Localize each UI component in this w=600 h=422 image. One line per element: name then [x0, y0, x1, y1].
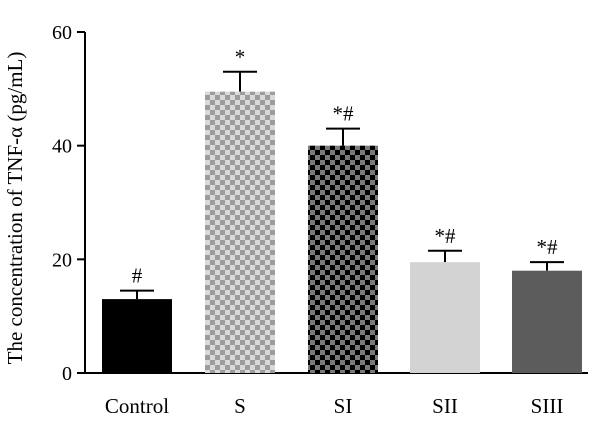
x-tick-label-si: SI: [334, 394, 353, 418]
significance-label-siii: *#: [537, 235, 559, 259]
y-tick-label-40: 40: [52, 136, 72, 158]
significance-label-sii: *#: [435, 224, 457, 248]
y-axis: 0 20 40 60: [52, 22, 86, 385]
bars: # * *# *# *#: [102, 45, 582, 374]
significance-label-s: *: [235, 45, 246, 69]
y-tick-label-0: 0: [62, 363, 72, 385]
x-axis: Control S SI SII SIII: [85, 372, 588, 418]
significance-label-si: *#: [333, 102, 355, 126]
y-tick-label-60: 60: [52, 22, 72, 44]
bar-si: [308, 145, 378, 373]
bar-control: [102, 299, 172, 373]
significance-label-control: #: [132, 264, 143, 288]
y-tick-label-20: 20: [52, 249, 72, 271]
x-tick-label-control: Control: [105, 394, 169, 418]
x-tick-label-s: S: [234, 394, 246, 418]
bar-s: [205, 91, 275, 374]
bar-sii: [410, 262, 480, 373]
x-tick-label-siii: SIII: [531, 394, 564, 418]
y-axis-label: The concentration of TNF-α (pg/mL): [3, 52, 27, 365]
bar-siii: [512, 270, 582, 373]
x-tick-label-sii: SII: [432, 394, 458, 418]
